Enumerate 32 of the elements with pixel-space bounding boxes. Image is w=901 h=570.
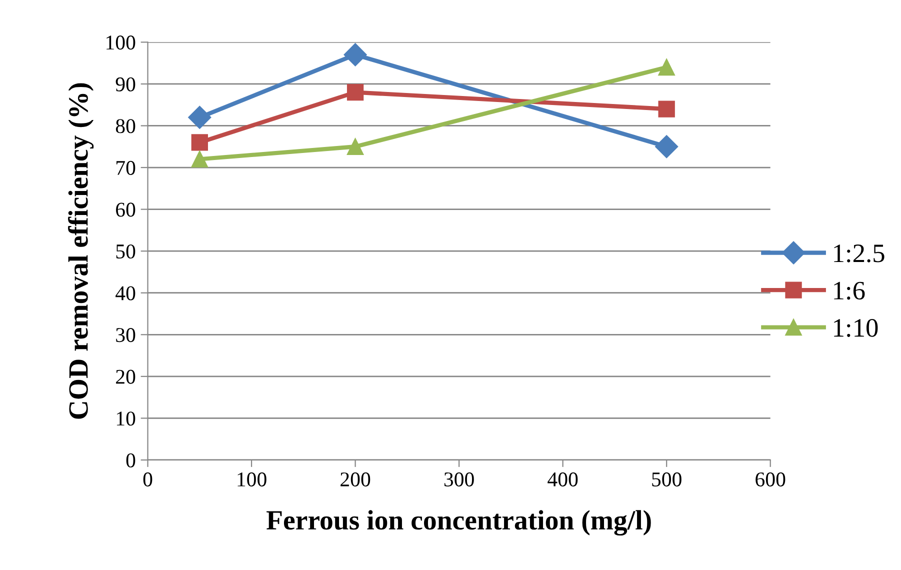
point	[658, 100, 675, 118]
point	[346, 138, 364, 155]
legend-label: 1:10	[834, 319, 878, 337]
y-tick-label: 90	[116, 77, 136, 92]
point	[191, 150, 208, 168]
y-tick-label: 50	[116, 244, 136, 259]
y-tick-label: 10	[116, 412, 136, 426]
x-tick-label: 300	[444, 472, 474, 486]
point	[346, 84, 364, 101]
point	[658, 58, 675, 76]
y-tick-label: 20	[116, 370, 136, 384]
x-tick-label: 100	[238, 472, 266, 486]
legend-label: 1:6	[834, 282, 865, 300]
y-tick-label: 80	[116, 119, 136, 134]
point	[191, 134, 208, 151]
point	[188, 106, 212, 129]
y-tick-label: 70	[116, 160, 136, 175]
x-axis-title: Ferrous ion concentration (mg/l)	[266, 510, 651, 536]
legend-label: 1:2.5	[834, 244, 884, 262]
point	[344, 43, 367, 66]
point	[655, 135, 678, 158]
y-tick-label: 30	[116, 328, 136, 342]
x-tick-label: 500	[652, 472, 682, 486]
x-tick-label: 600	[756, 472, 786, 486]
y-tick-label: 0	[126, 453, 136, 468]
x-tick-label: 400	[548, 472, 578, 486]
y-tick-label: 40	[116, 286, 136, 300]
x-tick-label: 200	[340, 472, 370, 486]
y-tick-label: 60	[116, 202, 136, 217]
x-tick-label: 0	[143, 472, 152, 486]
y-tick-label: 100	[106, 36, 136, 50]
y-axis-title: COD removal efficiency (%)	[68, 83, 94, 419]
